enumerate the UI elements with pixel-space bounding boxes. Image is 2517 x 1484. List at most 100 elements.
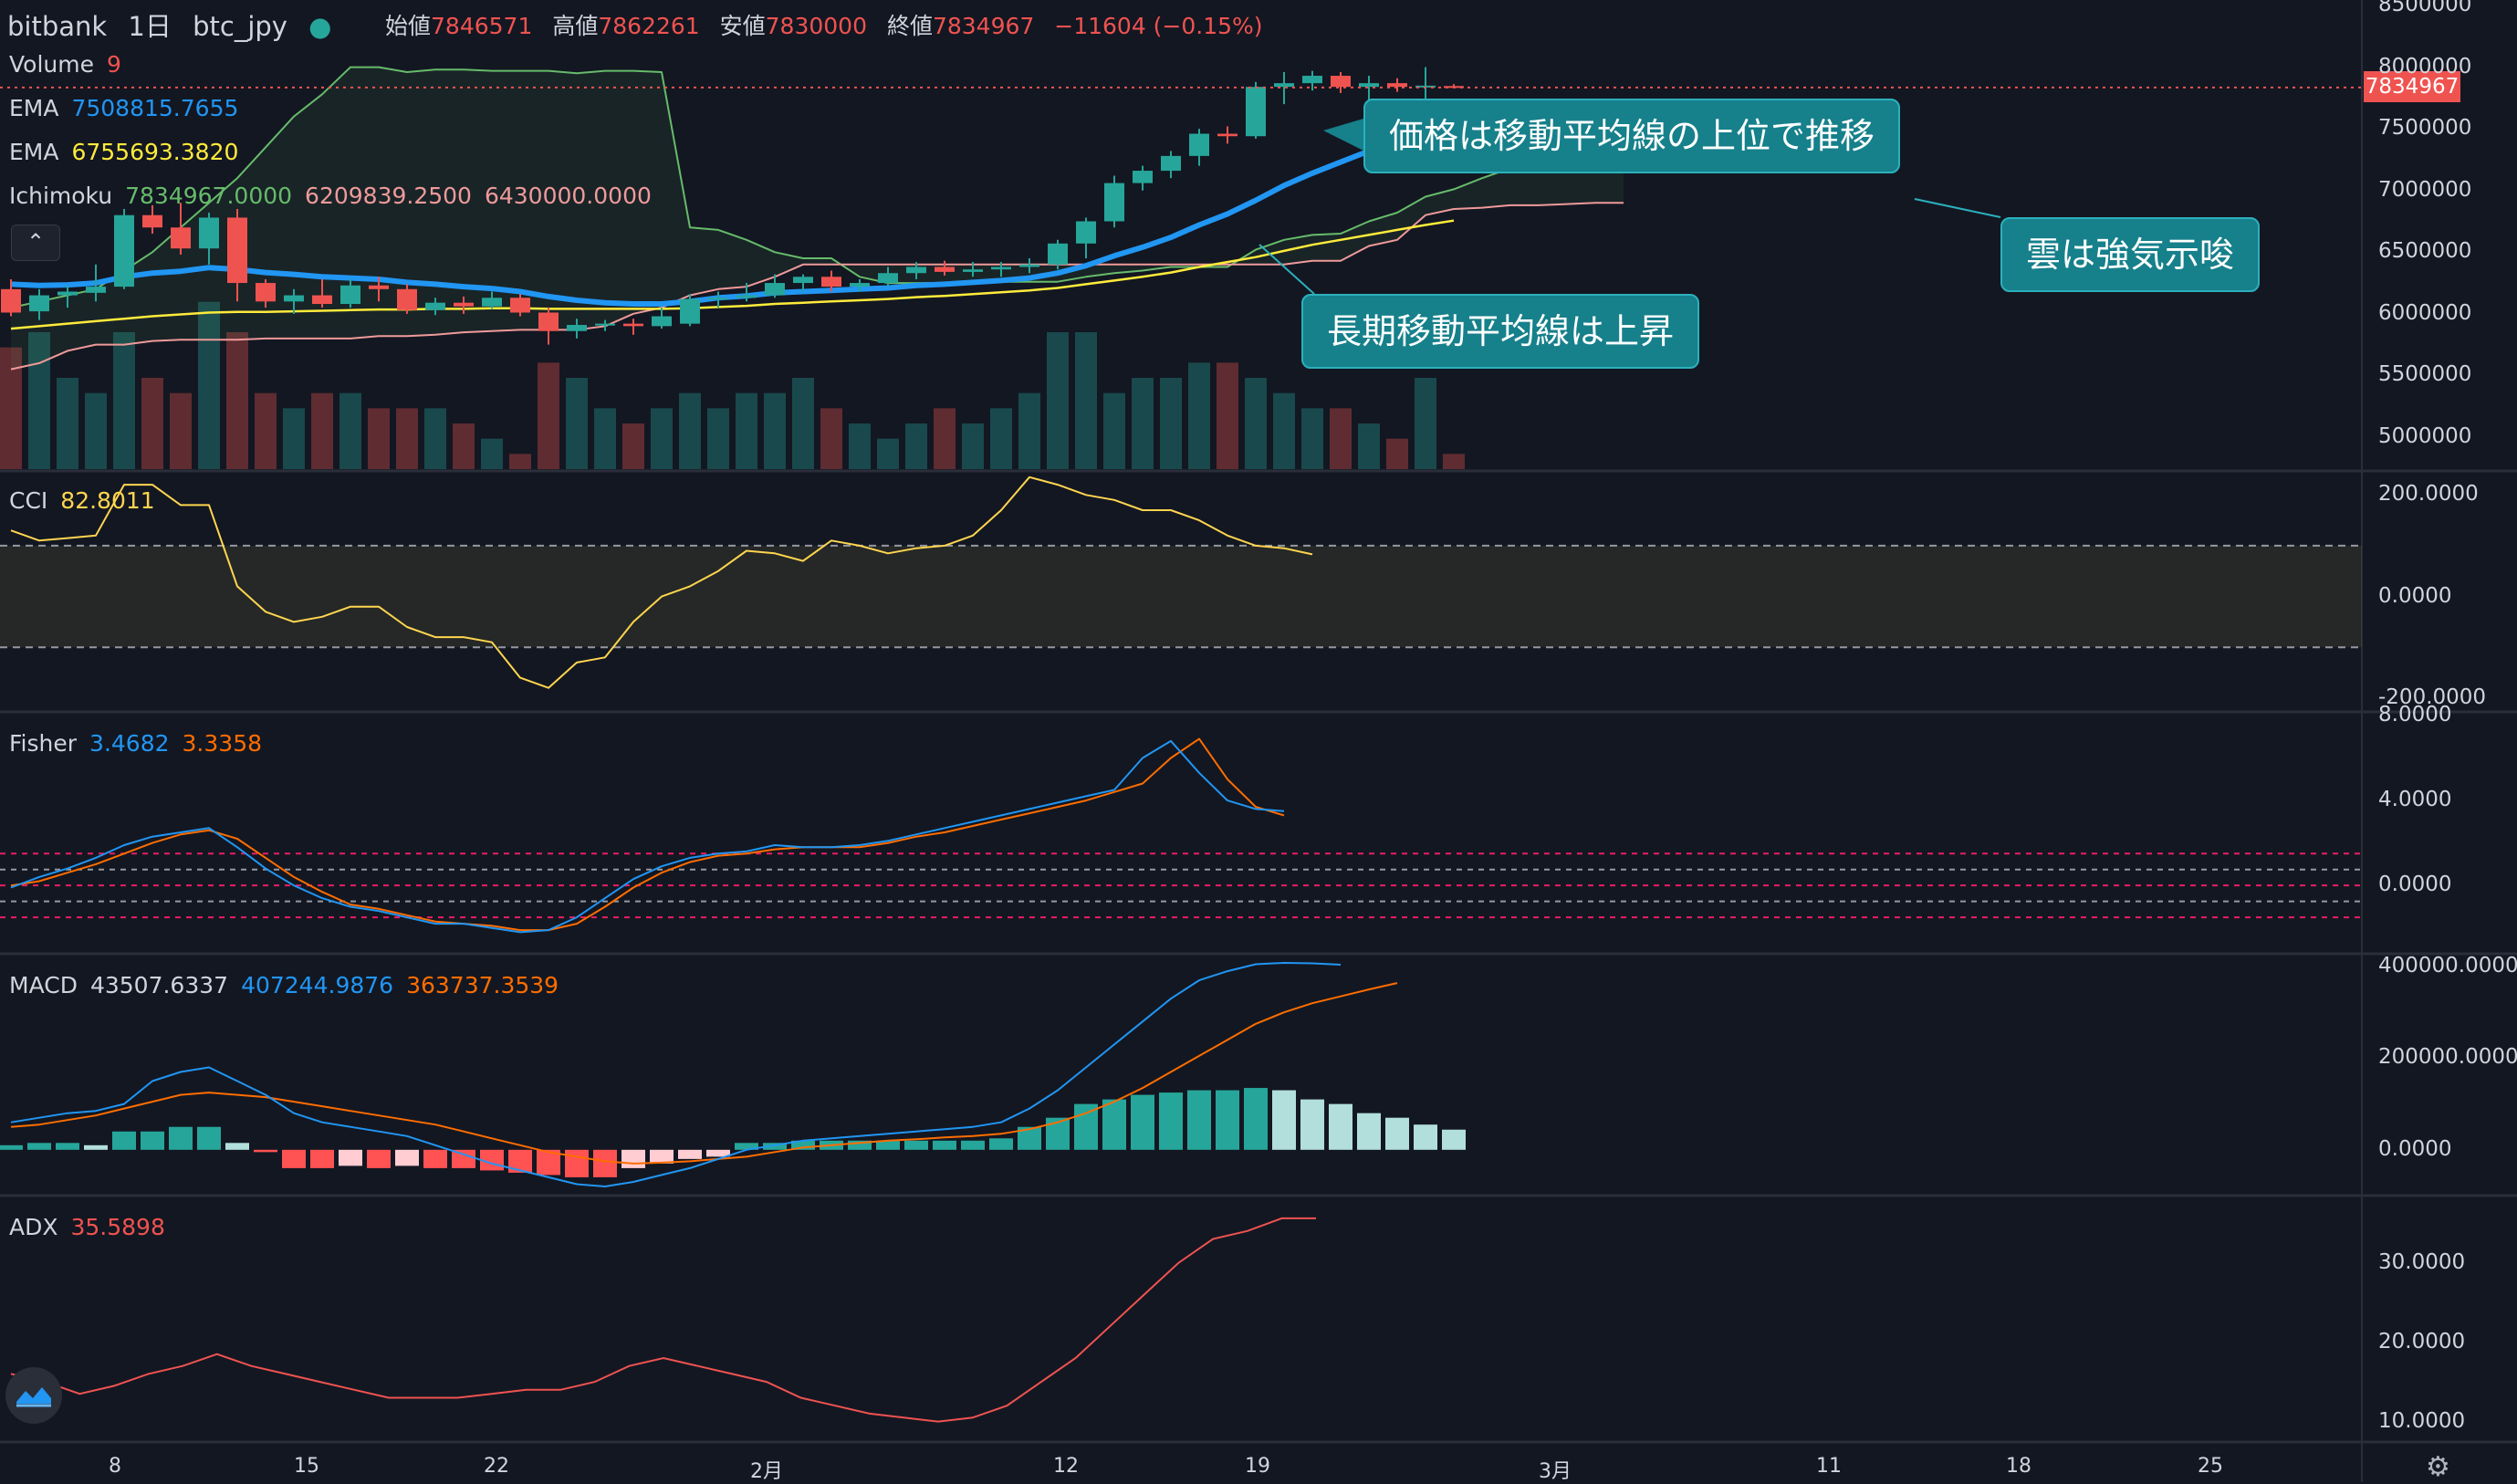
volume-bar <box>283 408 305 469</box>
date-axis-label: 12 <box>1053 1455 1079 1478</box>
callout-pointer <box>1914 198 2001 218</box>
macd-histogram-bar <box>933 1140 956 1150</box>
candle-body <box>538 312 559 331</box>
candle-body <box>1133 171 1153 183</box>
annotation-price-above-ema[interactable]: 価格は移動平均線の上位で推移 <box>1363 99 1901 173</box>
macd-histogram-bar <box>1385 1117 1409 1150</box>
candle-body <box>963 269 983 272</box>
candle-body <box>312 295 332 305</box>
collapse-legend-button[interactable]: ⌃ <box>11 225 60 261</box>
price-axis-label: 8000000 <box>2378 54 2472 78</box>
macd-histogram-bar <box>84 1144 108 1150</box>
macd-axis-label: 0.0000 <box>2378 1136 2452 1161</box>
fisher-axis-label: 8.0000 <box>2378 703 2452 726</box>
candle-body <box>340 285 360 305</box>
annotation-long-ema-rising[interactable]: 長期移動平均線は上昇 <box>1301 294 1700 369</box>
fisher-legend[interactable]: Fisher 3.4682 3.3358 <box>9 730 275 757</box>
macd-histogram-bar <box>621 1149 645 1168</box>
candle-body <box>1189 133 1209 156</box>
volume-bar <box>198 301 220 469</box>
volume-bar <box>566 378 588 469</box>
price-axis-label: 6500000 <box>2378 239 2472 264</box>
candle-body <box>425 302 445 310</box>
cci-legend-value: 82.8011 <box>60 487 155 514</box>
macd-histogram-bar <box>1357 1113 1381 1150</box>
volume-bar <box>849 423 871 469</box>
macd-histogram-bar <box>989 1138 1013 1150</box>
symbol-header[interactable]: bitbank 1日 btc_jpy ● <box>7 5 344 44</box>
macd-histogram-bar <box>1244 1088 1268 1150</box>
cci-legend[interactable]: CCI 82.8011 <box>9 487 168 514</box>
volume-bar <box>1047 332 1069 469</box>
macd-histogram-bar <box>876 1140 900 1150</box>
volume-bar <box>1358 423 1380 469</box>
candle-body <box>369 285 389 289</box>
macd-histogram-bar <box>1414 1124 1437 1150</box>
ema-slow-legend[interactable]: EMA 6755693.3820 <box>9 139 251 165</box>
settings-gear-icon[interactable]: ⚙ <box>2426 1451 2450 1483</box>
volume-legend[interactable]: Volume 9 <box>9 51 134 78</box>
cci-legend-name: CCI <box>9 487 48 514</box>
macd-line <box>10 962 1342 1187</box>
candle-body <box>1331 76 1351 88</box>
candle-body <box>708 298 728 300</box>
candle-body <box>680 298 700 324</box>
candle-body <box>821 277 841 287</box>
candle-body <box>765 283 785 296</box>
price-axis-label: 5500000 <box>2378 362 2472 387</box>
macd-histogram-bar <box>763 1143 787 1150</box>
date-axis-label: 15 <box>294 1455 319 1478</box>
volume-bar <box>1018 392 1040 469</box>
macd-legend[interactable]: MACD 43507.6337 407244.9876 363737.3539 <box>9 972 571 998</box>
ichimoku-legend-name: Ichimoku <box>9 183 113 209</box>
close-label: 終値 <box>886 13 933 39</box>
ema-fast-legend[interactable]: EMA 7508815.7655 <box>9 95 251 121</box>
ichimoku-legend[interactable]: Ichimoku 7834967.0000 6209839.2500 6430000.… <box>9 183 664 209</box>
candle-body <box>114 214 134 287</box>
fisher-axis-label: 4.0000 <box>2378 788 2452 812</box>
macd-histogram-bar <box>678 1149 702 1159</box>
cci-axis-label: 0.0000 <box>2378 583 2452 608</box>
adx-legend[interactable]: ADX 35.5898 <box>9 1214 178 1240</box>
macd-histogram-bar <box>395 1149 419 1166</box>
adx-line <box>10 1217 1316 1423</box>
volume-bar <box>509 454 531 469</box>
macd-histogram-bar <box>1300 1099 1324 1150</box>
candle-body <box>284 295 304 302</box>
volume-bar <box>424 408 446 469</box>
adx-axis-label: 20.0000 <box>2378 1329 2466 1353</box>
macd-histogram-bar <box>27 1143 51 1150</box>
volume-bar <box>962 423 984 469</box>
macd-histogram-bar <box>367 1149 391 1168</box>
volume-bar <box>170 392 192 469</box>
macd-histogram-bar <box>1272 1090 1296 1150</box>
volume-bar <box>57 378 78 469</box>
adx-axis-label: 10.0000 <box>2378 1408 2466 1433</box>
date-axis-label: 8 <box>109 1455 121 1478</box>
macd-histogram-bar <box>197 1126 221 1150</box>
candle-body <box>142 214 162 228</box>
candle-body <box>623 323 643 327</box>
ema-fast-legend-name: EMA <box>9 95 59 121</box>
macd-histogram-bar <box>56 1143 79 1150</box>
macd-axis-label: 200000.0000 <box>2378 1045 2517 1070</box>
candle-body <box>736 295 757 298</box>
volume-bar <box>28 332 50 469</box>
open-label: 始値 <box>385 13 432 39</box>
cci-band <box>0 545 2362 648</box>
price-axis-label: 6000000 <box>2378 300 2472 325</box>
volume-bar <box>764 392 786 469</box>
volume-bar <box>1103 392 1125 469</box>
macd-histogram-bar <box>112 1131 136 1150</box>
price-axis-label: 5000000 <box>2378 423 2472 448</box>
price-axis-label: 7000000 <box>2378 177 2472 202</box>
candle-body <box>1048 243 1068 265</box>
volume-bar <box>226 332 248 469</box>
annotation-cloud-bullish[interactable]: 雲は強気示唆 <box>2000 217 2261 292</box>
candle-body <box>57 291 78 296</box>
logo-icon[interactable] <box>5 1367 62 1424</box>
macd-hist-legend-value: 43507.6337 <box>89 972 229 998</box>
candle-body <box>1274 83 1294 88</box>
macd-histogram-bar <box>141 1131 164 1150</box>
